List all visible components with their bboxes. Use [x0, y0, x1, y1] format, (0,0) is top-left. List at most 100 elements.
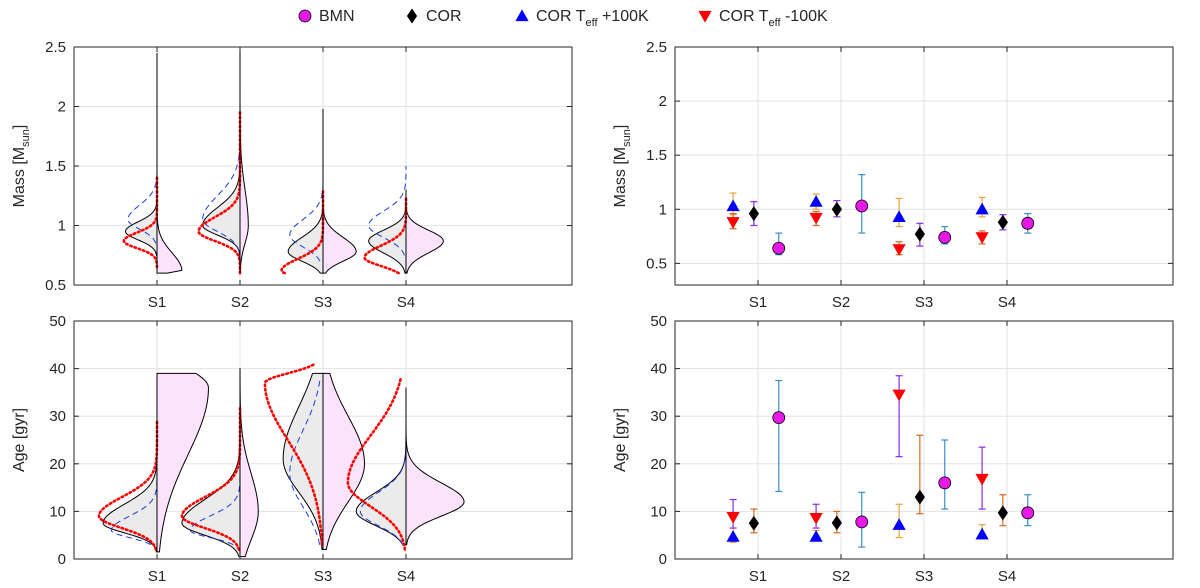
x-tick-label: S4	[397, 294, 415, 311]
violin-S1	[97, 372, 209, 553]
violin-S4	[363, 166, 444, 275]
y-tick-label: 30	[650, 408, 667, 425]
data-point	[975, 232, 989, 244]
y-tick-label: 2.5	[45, 39, 66, 56]
violin-cor-plus-curve	[110, 463, 158, 546]
y-tick-label: 10	[49, 503, 66, 520]
data-point	[892, 389, 906, 402]
data-point	[914, 489, 925, 505]
violin-S2	[180, 368, 259, 558]
x-tick-label: S2	[231, 568, 249, 585]
legend-marker-0	[298, 9, 312, 23]
series-cor	[748, 434, 1008, 534]
mass-violin-panel: 0.5 1 1.5 2 2.5 S1 S2 S3 S4 Mass [Msun]	[11, 39, 573, 311]
data-point	[831, 201, 842, 217]
data-point	[772, 411, 786, 425]
y-tick-label: 50	[650, 313, 667, 330]
series-cor-teff-100k	[726, 210, 989, 256]
data-point	[726, 530, 740, 542]
x-tick-label: S4	[998, 568, 1016, 585]
error-bar	[895, 375, 903, 458]
violin-cor-plus-curve	[127, 175, 158, 244]
y-tick-label: 1	[659, 201, 667, 218]
violin-cor-plus-curve	[202, 106, 241, 262]
data-point	[809, 512, 823, 525]
y-tick-label: 0.5	[45, 277, 66, 294]
y-tick-label: 30	[49, 408, 66, 425]
legend-label-2: COR Teff +100K	[536, 8, 649, 29]
data-point	[809, 530, 823, 542]
x-tick-label: S1	[148, 294, 166, 311]
age-errorbar-panel: 0 10 20 30 40 50 S1 S2 S3 S4 Age [gyr]	[612, 313, 1174, 585]
x-tick-label: S3	[314, 568, 332, 585]
y-tick-label: 0	[58, 551, 66, 568]
y-tick-label: 2	[659, 93, 667, 110]
violin-cor-half	[282, 372, 324, 550]
y-tick-label: 0.5	[646, 255, 667, 272]
y-tick-label: 10	[650, 503, 667, 520]
age-violin-panel: 0 10 20 30 40 50 S1 S2 S3 S4 Age [gyr]	[11, 313, 573, 585]
y-tick-label: 20	[49, 456, 66, 473]
data-point	[938, 476, 952, 490]
violin-S4	[346, 376, 465, 551]
y-tick-label: 2.5	[646, 39, 667, 56]
violin-S1	[122, 52, 183, 274]
y-tick-label: 20	[650, 456, 667, 473]
legend-label-1: COR	[426, 8, 462, 25]
data-point	[892, 210, 906, 222]
data-point	[892, 244, 906, 256]
series-cor-teff-100k	[726, 503, 989, 543]
data-point	[726, 217, 740, 229]
y-tick-label: 1.5	[646, 147, 667, 164]
legend: BMN COR COR Teff +100K COR Teff -100K	[298, 8, 828, 29]
series-bmn	[772, 379, 1035, 548]
data-point	[772, 241, 786, 255]
legend-label-0: BMN	[319, 8, 355, 25]
y-tick-label: 40	[650, 361, 667, 378]
violin-S2	[197, 47, 249, 275]
legend-marker-2	[515, 9, 529, 22]
data-point	[809, 212, 823, 225]
data-point	[975, 527, 989, 540]
data-point	[1021, 506, 1035, 520]
data-point	[726, 199, 740, 212]
series-cor-teff-100k	[726, 192, 989, 228]
violin-cor-plus-curve	[289, 187, 324, 262]
violin-S3	[280, 108, 357, 275]
y-tick-label: 50	[49, 313, 66, 330]
violin-bmn-half	[322, 372, 366, 550]
error-bar	[775, 379, 783, 493]
violin-cor-minus-curve	[263, 362, 324, 547]
data-point	[914, 226, 925, 242]
data-point	[975, 202, 989, 215]
y-tick-label: 2	[58, 99, 66, 116]
mass-errorbar-panel: 0.5 1 1.5 2 2.5 S1 S2 S3 S4 Mass [Msun]	[612, 39, 1174, 311]
violin-cor-plus-curve	[289, 378, 321, 545]
legend-marker-3	[698, 10, 712, 23]
violin-bmn-half	[156, 372, 209, 553]
violin-cor-minus-curve	[346, 376, 407, 551]
y-tick-label: 1.5	[45, 158, 66, 175]
y-tick-label: 0	[659, 551, 667, 568]
x-tick-label: S2	[231, 294, 249, 311]
series-bmn	[772, 174, 1035, 256]
x-tick-label: S2	[832, 568, 850, 585]
data-point	[892, 518, 906, 530]
legend-marker-1	[406, 8, 418, 24]
error-bar	[941, 439, 949, 510]
x-tick-label: S4	[998, 294, 1016, 311]
y-tick-label: 1	[58, 218, 66, 235]
data-point	[809, 195, 823, 207]
x-tick-label: S3	[915, 568, 933, 585]
data-point	[855, 515, 869, 529]
series-cor-teff-100k	[726, 375, 989, 529]
series-cor	[748, 200, 1008, 247]
x-tick-label: S1	[749, 568, 767, 585]
data-point	[975, 473, 989, 486]
y-axis-label: Age [gyr]	[612, 408, 629, 472]
data-point	[997, 214, 1008, 230]
data-point	[831, 515, 842, 531]
x-tick-label: S3	[915, 294, 933, 311]
x-tick-label: S4	[397, 568, 415, 585]
data-point	[997, 505, 1008, 521]
